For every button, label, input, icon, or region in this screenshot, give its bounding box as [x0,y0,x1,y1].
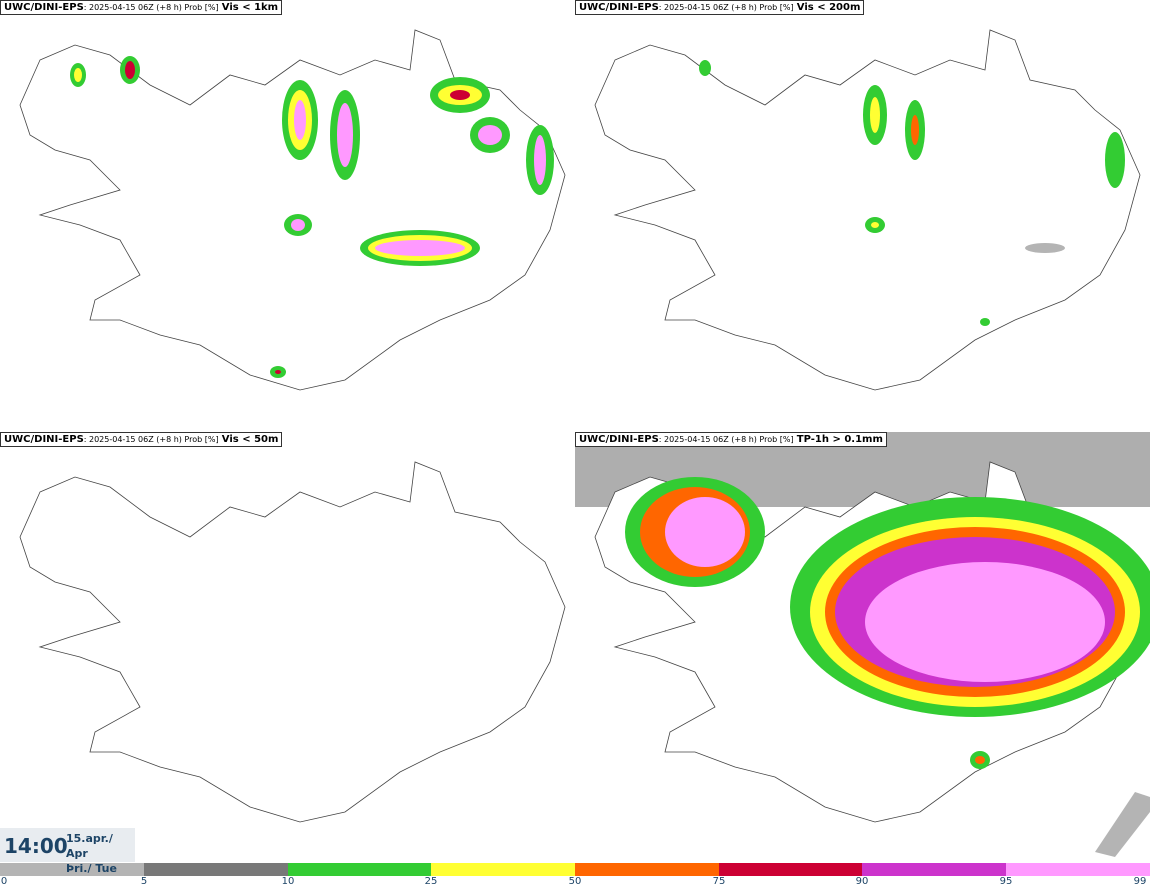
run-info: : 2025-04-15 06Z (+8 h) Prob [%] [658,3,794,12]
parameter-label: Vis < 50m [221,434,279,445]
model-name: UWC/DINI-EPS [4,2,84,13]
iceland-map [594,29,1141,391]
coastline [19,29,566,391]
panel-title: UWC/DINI-EPS: 2025-04-15 06Z (+8 h) Prob… [0,432,283,447]
valid-date: 15.apr./ Apr Þri./ Tue [66,831,135,876]
coastline [19,461,566,823]
map-panel-vis-1km: UWC/DINI-EPS: 2025-04-15 06Z (+8 h) Prob… [0,0,575,432]
valid-hour: 14:00 [4,834,68,858]
map-panel-vis-200m: UWC/DINI-EPS: 2025-04-15 06Z (+8 h) Prob… [575,0,1150,432]
legend-color-bin [0,863,144,876]
legend-tick-90: 90 [855,876,869,887]
legend-tick-0: 0 [0,876,8,887]
legend-color-bin [862,863,1006,876]
coastline [594,29,1141,391]
model-name: UWC/DINI-EPS [579,2,659,13]
iceland-map [19,461,566,823]
parameter-label: Vis < 200m [796,2,861,13]
model-name: UWC/DINI-EPS [579,434,659,445]
map-panel-vis-50m: UWC/DINI-EPS: 2025-04-15 06Z (+8 h) Prob… [0,432,575,864]
panel-title: UWC/DINI-EPS: 2025-04-15 06Z (+8 h) Prob… [575,0,865,15]
prob-blobs [70,56,554,378]
panel-title: UWC/DINI-EPS: 2025-04-15 06Z (+8 h) Prob… [0,0,283,15]
probability-legend: 0 5 10 25 50 75 90 95 99 [0,862,1150,891]
iceland-map [19,29,566,391]
parameter-label: TP-1h > 0.1mm [796,434,883,445]
legend-color-bin [719,863,862,876]
legend-tick-5: 5 [140,876,148,887]
legend-tick-10: 10 [281,876,295,887]
iceland-map [575,432,1150,857]
legend-color-bin [288,863,431,876]
valid-date-line1: 15.apr./ Apr [66,832,113,860]
run-info: : 2025-04-15 06Z (+8 h) Prob [%] [83,3,219,12]
model-name: UWC/DINI-EPS [4,434,84,445]
valid-date-line2: Þri./ Tue [66,862,117,875]
valid-time-box: 14:00 15.apr./ Apr Þri./ Tue [0,828,135,875]
legend-tick-95: 95 [999,876,1013,887]
legend-tick-25: 25 [424,876,438,887]
prob-blobs [699,60,1125,326]
legend-color-bin [431,863,575,876]
legend-color-bin [1006,863,1150,876]
parameter-label: Vis < 1km [221,2,279,13]
legend-tick-75: 75 [712,876,726,887]
map-panel-precip: UWC/DINI-EPS: 2025-04-15 06Z (+8 h) Prob… [575,432,1150,864]
run-info: : 2025-04-15 06Z (+8 h) Prob [%] [83,435,219,444]
legend-color-bin [575,863,719,876]
legend-tick-99: 99 [1133,876,1147,887]
legend-tick-50: 50 [568,876,582,887]
panel-title: UWC/DINI-EPS: 2025-04-15 06Z (+8 h) Prob… [575,432,887,447]
run-info: : 2025-04-15 06Z (+8 h) Prob [%] [658,435,794,444]
prob-blobs [625,477,1150,857]
legend-color-bin [144,863,288,876]
